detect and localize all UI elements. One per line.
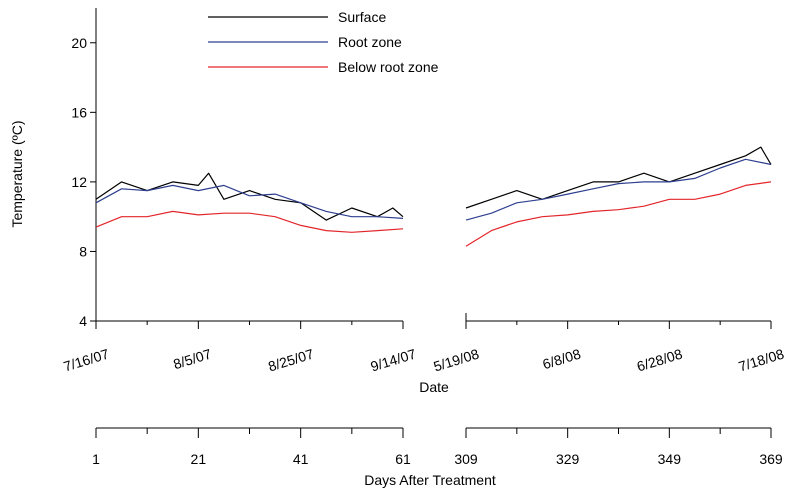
series-surface (95, 146, 772, 221)
y-tick-label: 8 (79, 243, 87, 259)
series-layer (95, 146, 772, 247)
date-tick-label: 7/16/07 (62, 346, 112, 375)
date-axes: 7/16/07 8/5/07 8/25/07 9/14/07 5/19/08 6/8/08… (62, 313, 787, 375)
series-line (465, 181, 772, 247)
series-line (95, 210, 404, 233)
legend: Surface Root zone Below root zone (208, 9, 439, 75)
date-tick-label: 6/8/08 (541, 346, 583, 373)
y-axis: 4 8 12 16 20 Temperature (ºC) (9, 8, 97, 329)
series-root-zone (95, 158, 772, 221)
date-tick-label: 8/25/07 (266, 346, 316, 375)
series-line (465, 146, 772, 209)
y-tick-label: 4 (79, 313, 87, 329)
y-tick-label: 20 (71, 35, 87, 51)
days-tick-label: 369 (759, 451, 783, 467)
legend-label: Root zone (338, 34, 402, 50)
days-tick-label: 21 (191, 451, 207, 467)
series-line (95, 184, 404, 219)
x-axis-title: Date (419, 379, 449, 395)
series-line (95, 172, 404, 221)
y-tick-label: 12 (71, 174, 87, 190)
legend-label: Surface (338, 9, 386, 25)
days-tick-label: 309 (454, 451, 478, 467)
y-axis-title: Temperature (ºC) (9, 120, 25, 227)
date-tick-label: 7/18/08 (737, 346, 787, 375)
series-line (465, 158, 772, 221)
days-after-treatment-axes: 1 21 41 61 309 329 349 369 (92, 427, 783, 467)
y-tick-label: 16 (71, 104, 87, 120)
date-tick-label: 8/5/07 (171, 346, 213, 373)
y-ticks: 4 8 12 16 20 (71, 35, 96, 329)
date-tick-label: 9/14/07 (369, 346, 419, 375)
date-tick-label: 6/28/08 (635, 346, 685, 375)
days-tick-label: 329 (556, 451, 580, 467)
series-below-root-zone (95, 181, 772, 247)
days-tick-label: 61 (395, 451, 411, 467)
legend-label: Below root zone (338, 59, 439, 75)
days-tick-label: 349 (658, 451, 682, 467)
days-tick-label: 41 (293, 451, 309, 467)
date-tick-label: 5/19/08 (432, 346, 482, 375)
days-axis-title: Days After Treatment (364, 472, 496, 488)
days-tick-label: 1 (92, 451, 100, 467)
